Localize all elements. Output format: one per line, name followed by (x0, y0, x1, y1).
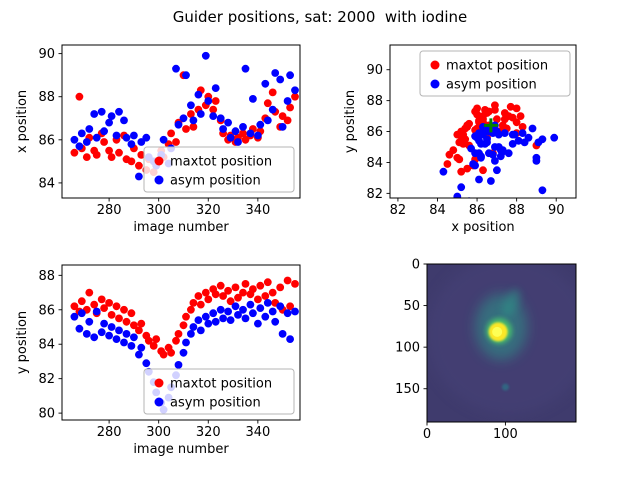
x-tick-label: 340 (245, 203, 270, 218)
camera-image (427, 264, 576, 422)
blob-highlight (492, 326, 503, 337)
y-tick-label: 86 (38, 133, 55, 148)
axes-spines (426, 263, 577, 423)
legend-marker (430, 60, 440, 70)
x-tick-label: 300 (146, 425, 171, 440)
y-tick-label: 84 (38, 338, 55, 353)
y-tick-label: 86 (366, 125, 383, 140)
green-plus-marker (483, 118, 498, 133)
x-tick-label: 280 (97, 203, 122, 218)
legend-marker (154, 397, 164, 407)
data-points (439, 101, 559, 198)
data-points (70, 276, 299, 414)
legend: maxtot position asym position (419, 50, 571, 97)
y-axis-label: y position (15, 311, 30, 374)
y-tick-label: 84 (366, 156, 383, 171)
x-tick-label: 320 (196, 425, 221, 440)
y-tick-label: 150 (395, 382, 420, 397)
legend-marker (154, 175, 164, 185)
y-tick-label: 88 (38, 269, 55, 284)
legend: maxtot position asym position (143, 368, 295, 415)
y-tick-label: 80 (38, 407, 55, 422)
subplot-y-position-vs-image-number: 280 300 320 340 80 82 84 86 88 image number y posi… (15, 264, 301, 457)
axes-spines (61, 264, 301, 421)
y-tick-label: 88 (366, 94, 383, 109)
x-axis-label: image number (133, 442, 229, 457)
y-tick-label: 82 (366, 187, 383, 202)
x-tick-label: 280 (97, 425, 122, 440)
x-tick-label: 0 (423, 427, 431, 442)
x-tick-label: 82 (390, 203, 407, 218)
y-tick-label: 82 (38, 372, 55, 387)
subplot-y-position-vs-x-position: 82 84 86 88 90 82 84 86 88 90 x position y position… (343, 44, 577, 235)
legend-label: maxtot position (170, 155, 272, 170)
series-asym-position (439, 121, 559, 198)
legend-marker (430, 79, 440, 89)
legend-label: maxtot position (446, 59, 548, 74)
series-maxtot-position (70, 276, 299, 359)
x-axis-label: image number (133, 220, 229, 235)
y-axis-label: x position (15, 90, 30, 153)
axes-spines (61, 44, 301, 199)
legend-label: asym position (170, 174, 261, 189)
axes-spines (389, 44, 577, 199)
x-tick-label: 340 (245, 425, 270, 440)
y-tick-label: 90 (38, 47, 55, 62)
secondary-spot (501, 383, 509, 391)
legend-box (143, 368, 295, 415)
x-tick-label: 88 (508, 203, 525, 218)
legend-box (419, 50, 571, 97)
figure-title: Guider positions, sat: 2000 with iodine (172, 8, 468, 26)
x-tick-label: 90 (548, 203, 565, 218)
x-tick-label: 84 (429, 203, 446, 218)
y-tick-label: 86 (38, 303, 55, 318)
x-tick-label: 320 (196, 203, 221, 218)
x-tick-label: 100 (493, 427, 518, 442)
y-tick-label: 88 (38, 90, 55, 105)
blob-tail (502, 288, 521, 317)
x-tick-label: 300 (146, 203, 171, 218)
legend-marker (154, 156, 164, 166)
legend-marker (154, 378, 164, 388)
legend-label: maxtot position (170, 377, 272, 392)
y-tick-label: 84 (38, 176, 55, 191)
legend-label: asym position (170, 396, 261, 411)
legend-label: asym position (446, 78, 537, 93)
legend-box (143, 146, 295, 193)
subplot-guider-camera-image: 0 100 0 50 100 150 (395, 258, 577, 442)
y-tick-label: 90 (366, 63, 383, 78)
y-tick-label: 0 (412, 258, 420, 273)
y-axis-label: y position (343, 90, 358, 153)
legend: maxtot position asym position (143, 146, 295, 193)
y-tick-label: 50 (403, 299, 420, 314)
y-tick-label: 100 (395, 341, 420, 356)
subplot-x-position-vs-image-number: 280 300 320 340 84 86 88 90 image number x positi… (15, 44, 301, 235)
x-tick-label: 86 (469, 203, 486, 218)
x-axis-label: x position (451, 220, 514, 235)
